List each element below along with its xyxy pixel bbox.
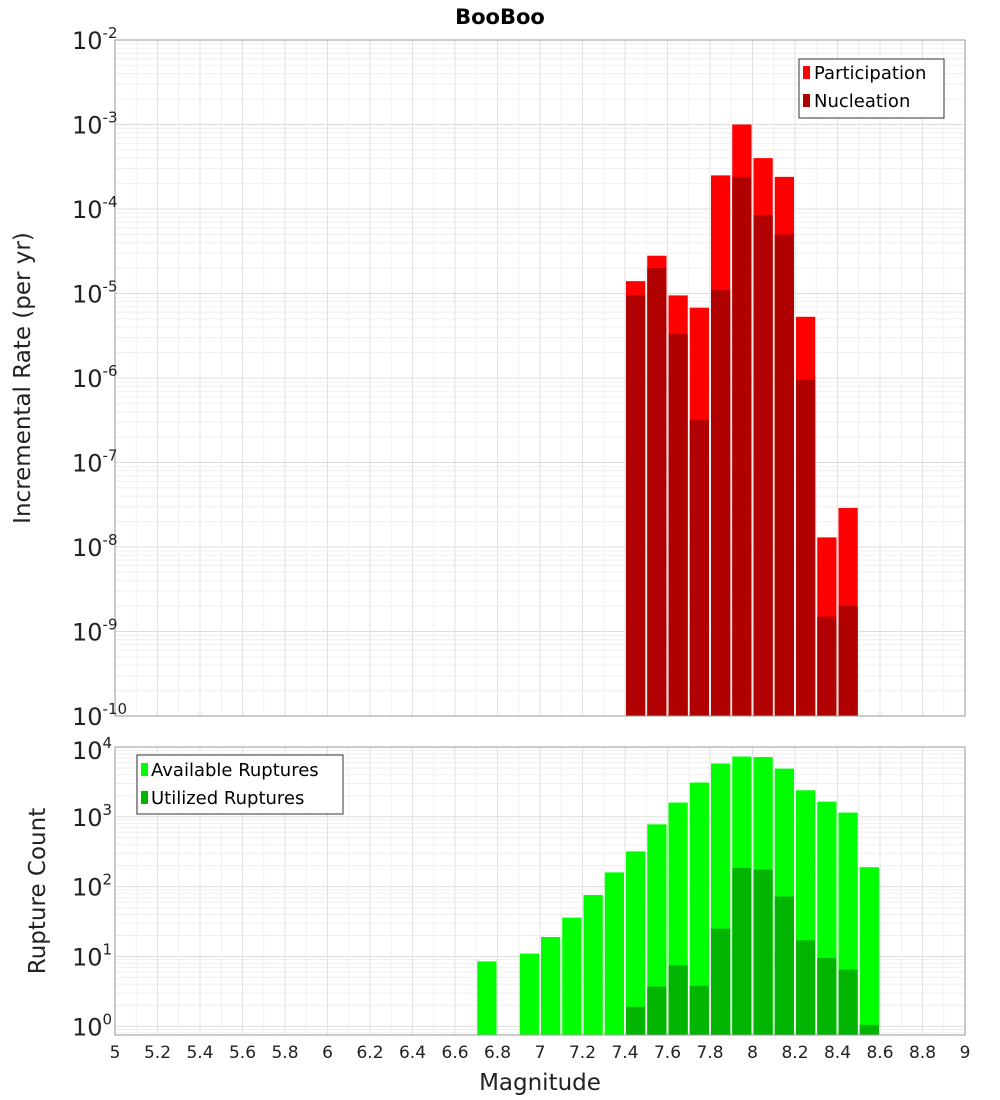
- legend-box-bottom: [136, 754, 344, 815]
- bar-utilized-ruptures-12: [753, 869, 773, 1035]
- legend-top: Participation Nucleation: [798, 58, 945, 119]
- y-tick-label: 10-7: [72, 447, 118, 478]
- legend-bottom: Available Ruptures Utilized Ruptures: [136, 754, 344, 815]
- bar-nucleation-4: [711, 290, 731, 716]
- bar-available-ruptures-4: [583, 894, 603, 1035]
- y-tick-label: 10-3: [72, 109, 118, 140]
- bar-utilized-ruptures-14: [796, 940, 816, 1035]
- bar-available-ruptures-6: [626, 851, 646, 1035]
- bar-nucleation-8: [796, 379, 816, 716]
- y-tick-label: 10-4: [72, 193, 118, 224]
- y-tick-label: 100: [72, 1010, 112, 1041]
- bar-utilized-ruptures-7: [647, 986, 667, 1035]
- bars-bottom: [477, 756, 879, 1035]
- legend-label-utilized: Utilized Ruptures: [151, 788, 304, 809]
- y-tick-label: 102: [72, 871, 112, 902]
- y-tick-label: 103: [72, 801, 112, 832]
- legend-swatch-nucleation: [803, 94, 810, 107]
- x-tick-label: 5.4: [186, 1043, 213, 1063]
- bar-available-ruptures-0: [477, 961, 497, 1035]
- bar-available-ruptures-1: [519, 953, 539, 1035]
- bar-available-ruptures-5: [604, 872, 624, 1035]
- plot-frame-top: [114, 39, 966, 717]
- plot-frame-bottom: [114, 746, 966, 1036]
- y-tick-label: 104: [72, 734, 112, 765]
- participation-panel: 10-2 10-3 10-4 10-5 10-6 10-7 10-8 10-9 10-10 In…: [10, 24, 966, 731]
- bar-nucleation-6: [753, 214, 773, 716]
- rupture-count-panel: 104 103 102 101 100 5 5.2 5.4 5.6 5.8 6 6.2 6.4 6.6 6…: [25, 734, 970, 1096]
- x-tick-label: 6.8: [484, 1043, 511, 1063]
- x-tick-label: 7: [535, 1043, 546, 1063]
- y-tick-label: 10-10: [72, 700, 127, 731]
- bar-nucleation-5: [732, 176, 752, 717]
- y-ticks-top: 10-2 10-3 10-4 10-5 10-6 10-7 10-8 10-9 10-10: [72, 24, 127, 731]
- x-tick-label: 6.4: [399, 1043, 426, 1063]
- y-tick-label: 10-9: [72, 616, 118, 647]
- legend-label-available: Available Ruptures: [151, 760, 319, 781]
- chart-title: BooBoo: [455, 5, 545, 29]
- bars-top: [626, 124, 858, 717]
- bar-nucleation-7: [774, 234, 794, 717]
- x-tick-label: 7.2: [569, 1043, 596, 1063]
- x-tick-label: 6: [322, 1043, 333, 1063]
- bar-utilized-ruptures-17: [859, 1024, 879, 1035]
- bar-nucleation-3: [689, 419, 709, 716]
- y-ticks-bottom: 104 103 102 101 100: [72, 734, 112, 1041]
- x-axis-label: Magnitude: [479, 1070, 601, 1096]
- x-tick-label: 5.2: [144, 1043, 171, 1063]
- x-tick-label: 6.6: [441, 1043, 468, 1063]
- bar-nucleation-9: [817, 616, 837, 716]
- bar-utilized-ruptures-16: [838, 969, 858, 1035]
- y-tick-label: 10-5: [72, 278, 118, 309]
- bar-available-ruptures-7: [647, 824, 667, 1035]
- x-tick-label: 8: [747, 1043, 758, 1063]
- y-tick-label: 10-2: [72, 24, 118, 55]
- y-tick-label: 10-8: [72, 531, 118, 562]
- y-axis-label-bottom: Rupture Count: [25, 808, 51, 974]
- bar-available-ruptures-9: [689, 782, 709, 1035]
- bar-utilized-ruptures-11: [732, 867, 752, 1035]
- bar-available-ruptures-2: [541, 936, 561, 1035]
- legend-swatch-utilized: [141, 791, 148, 804]
- y-tick-label: 101: [72, 940, 112, 971]
- bar-available-ruptures-17: [859, 867, 879, 1035]
- x-tick-label: 8.4: [824, 1043, 851, 1063]
- x-tick-label: 5.6: [229, 1043, 256, 1063]
- bar-nucleation-10: [838, 606, 858, 716]
- x-tick-label: 8.8: [909, 1043, 936, 1063]
- y-tick-label: 10-6: [72, 362, 118, 393]
- x-tick-label: 7.4: [611, 1043, 638, 1063]
- legend-label-nucleation: Nucleation: [814, 91, 910, 112]
- bar-nucleation-0: [626, 295, 646, 716]
- bar-nucleation-1: [647, 268, 667, 716]
- bar-utilized-ruptures-9: [689, 985, 709, 1035]
- x-tick-label: 5: [110, 1043, 121, 1063]
- x-tick-label: 6.2: [356, 1043, 383, 1063]
- x-tick-label: 9: [960, 1043, 971, 1063]
- bar-utilized-ruptures-8: [668, 965, 688, 1035]
- bar-utilized-ruptures-15: [817, 958, 837, 1035]
- bar-utilized-ruptures-10: [711, 928, 731, 1035]
- x-tick-label: 5.8: [271, 1043, 298, 1063]
- x-tick-label: 7.8: [696, 1043, 723, 1063]
- bar-utilized-ruptures-13: [774, 896, 794, 1035]
- x-tick-label: 7.6: [654, 1043, 681, 1063]
- x-tick-label: 8.6: [866, 1043, 893, 1063]
- bar-available-ruptures-3: [562, 917, 582, 1035]
- x-ticks: 5 5.2 5.4 5.6 5.8 6 6.2 6.4 6.6 6.8 7 7.2 7.4 7.6 7.8 8…: [110, 1043, 971, 1063]
- legend-swatch-available: [141, 763, 148, 776]
- legend-box-top: [798, 58, 945, 119]
- legend-swatch-participation: [803, 66, 810, 79]
- legend-label-participation: Participation: [814, 63, 926, 84]
- y-axis-label-top: Incremental Rate (per yr): [10, 232, 36, 524]
- grid-top: [114, 39, 966, 717]
- x-tick-label: 8.2: [781, 1043, 808, 1063]
- bar-utilized-ruptures-6: [626, 1006, 646, 1035]
- bar-nucleation-2: [668, 334, 688, 716]
